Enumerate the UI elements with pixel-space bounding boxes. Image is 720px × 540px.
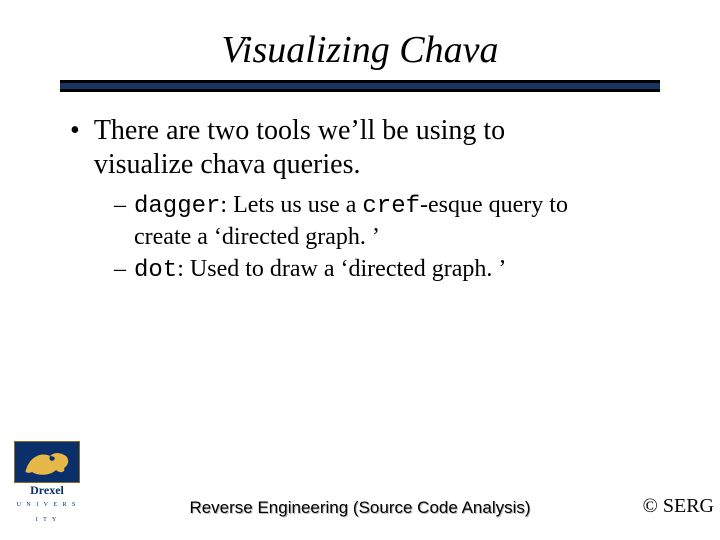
- footer-center-text: Reverse Engineering (Source Code Analysi…: [0, 498, 720, 518]
- footer-copyright: © SERG: [643, 495, 714, 518]
- sub-bullet-marker: –: [114, 190, 126, 220]
- content-area: • There are two tools we’ll be using to …: [0, 92, 720, 286]
- sub-bullet-list: – dagger: Lets us use a cref-esque query…: [70, 190, 650, 286]
- bullet-item: • There are two tools we’ll be using to …: [70, 114, 650, 182]
- code-cref: cref: [362, 193, 420, 220]
- sub-bullet-item: – dagger: Lets us use a cref-esque query…: [114, 190, 650, 252]
- dragon-icon: [20, 446, 74, 478]
- sub-bullet-marker: –: [114, 254, 126, 284]
- sub-bullet-item: – dot: Used to draw a ‘directed graph. ’: [114, 254, 650, 286]
- title-underline: [60, 80, 660, 92]
- drexel-logo-emblem: [14, 441, 80, 483]
- title-underline-fill: [60, 83, 660, 89]
- sub-bullet-text: dot: Used to draw a ‘directed graph. ’: [134, 254, 506, 286]
- tool-name-dot: dot: [134, 257, 177, 284]
- tool-name-dagger: dagger: [134, 193, 220, 220]
- bullet-marker: •: [70, 114, 80, 148]
- slide-title: Visualizing Chava: [0, 28, 720, 72]
- slide-footer: Drexel U N I V E R S I T Y Reverse Engin…: [0, 466, 720, 526]
- bullet-text: There are two tools we’ll be using to vi…: [94, 114, 505, 182]
- sub-bullet-text: dagger: Lets us use a cref-esque query t…: [134, 190, 568, 252]
